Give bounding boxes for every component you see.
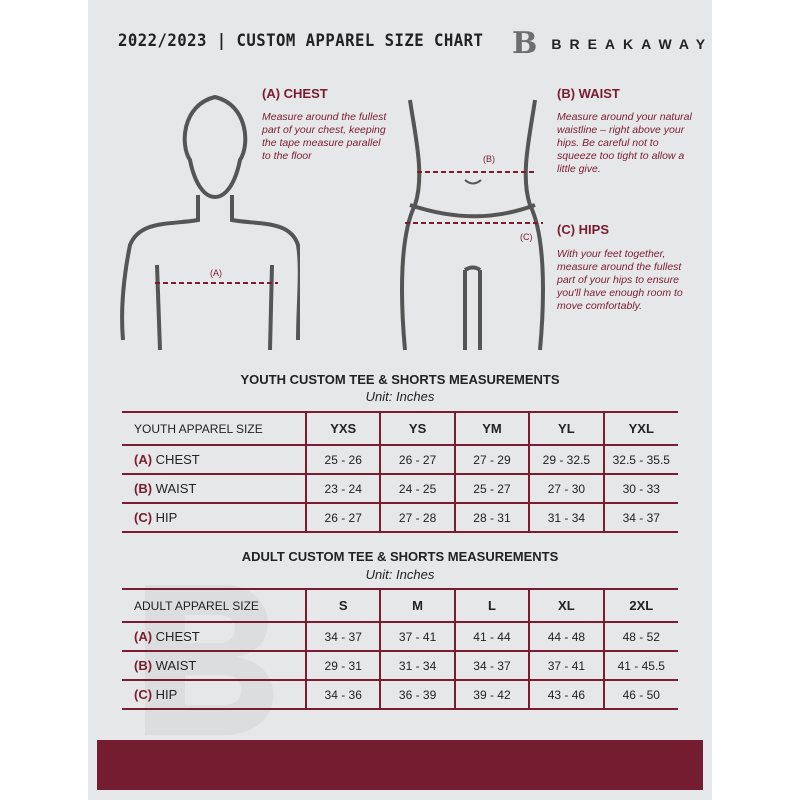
youth-size-table: YOUTH APPAREL SIZE YXS YS YM YL YXL (A) CHEST 2… bbox=[122, 411, 678, 533]
table-cell: 37 - 41 bbox=[528, 650, 604, 681]
measure-letter: (C) bbox=[134, 510, 153, 525]
table-cell: 31 - 34 bbox=[379, 650, 455, 681]
table-cell: 36 - 39 bbox=[379, 679, 455, 710]
table-cell: 43 - 46 bbox=[528, 679, 604, 710]
hips-heading: (C) HIPS bbox=[557, 222, 609, 237]
table-cell: 27 - 28 bbox=[379, 502, 455, 533]
table-cell: 48 - 52 bbox=[602, 621, 678, 652]
lower-body-illustration: (B) (C) bbox=[400, 99, 545, 351]
size-column-header: M bbox=[379, 588, 455, 623]
size-column-header: S bbox=[304, 588, 381, 623]
measure-letter: (B) bbox=[134, 658, 153, 673]
size-column-header: 2XL bbox=[602, 588, 678, 623]
adult-title: ADULT CUSTOM TEE & SHORTS MEASUREMENTS bbox=[241, 549, 559, 564]
upper-body-illustration: (A) bbox=[120, 94, 300, 351]
table-header-row: ADULT APPAREL SIZE S M L XL 2XL bbox=[122, 588, 678, 623]
brand-logo: B BREAKAWAY bbox=[512, 26, 713, 61]
measure-label: (B) WAIST bbox=[122, 473, 306, 504]
table-cell: 24 - 25 bbox=[379, 473, 455, 504]
measure-label: (C) HIP bbox=[122, 679, 306, 710]
table-cell: 34 - 36 bbox=[304, 679, 381, 710]
table-row: (B) WAIST 29 - 31 31 - 34 34 - 37 37 - 41 41 … bbox=[122, 650, 678, 681]
measure-name: HIP bbox=[155, 687, 178, 702]
table-cell: 34 - 37 bbox=[304, 621, 381, 652]
size-column-header: YM bbox=[453, 411, 530, 446]
table-header-row: YOUTH APPAREL SIZE YXS YS YM YL YXL bbox=[122, 411, 678, 446]
measure-name: WAIST bbox=[155, 658, 197, 673]
table-cell: 39 - 42 bbox=[453, 679, 530, 710]
table-cell: 28 - 31 bbox=[453, 502, 530, 533]
table-cell: 23 - 24 bbox=[304, 473, 381, 504]
table-cell: 26 - 27 bbox=[304, 502, 381, 533]
size-header: YOUTH APPAREL SIZE bbox=[122, 411, 306, 446]
table-cell: 31 - 34 bbox=[528, 502, 604, 533]
brand-name: BREAKAWAY bbox=[551, 35, 714, 52]
waist-marker: (B) bbox=[483, 154, 495, 164]
measure-label: (A) CHEST bbox=[122, 444, 306, 475]
size-column-header: YXL bbox=[602, 411, 678, 446]
table-cell: 37 - 41 bbox=[379, 621, 455, 652]
measure-letter: (B) bbox=[134, 481, 153, 496]
logo-mark: B bbox=[512, 26, 538, 61]
footer-bar bbox=[97, 740, 703, 790]
youth-title: YOUTH CUSTOM TEE & SHORTS MEASUREMENTS bbox=[240, 372, 560, 387]
waist-heading: (B) WAIST bbox=[557, 86, 620, 101]
table-row: (A) CHEST 34 - 37 37 - 41 41 - 44 44 - 48 48 … bbox=[122, 621, 678, 652]
table-row: (C) HIP 34 - 36 36 - 39 39 - 42 43 - 46 46 - … bbox=[122, 679, 678, 710]
measure-name: CHEST bbox=[155, 629, 200, 644]
chest-description: Measure around the fullest part of your … bbox=[262, 111, 387, 162]
measure-label: (C) HIP bbox=[122, 502, 306, 533]
table-cell: 34 - 37 bbox=[602, 502, 678, 533]
size-header: ADULT APPAREL SIZE bbox=[122, 588, 306, 623]
size-column-header: YS bbox=[379, 411, 455, 446]
table-cell: 44 - 48 bbox=[528, 621, 604, 652]
chest-marker: (A) bbox=[210, 268, 222, 278]
table-cell: 32.5 - 35.5 bbox=[602, 444, 678, 475]
measure-name: HIP bbox=[155, 510, 178, 525]
measure-name: CHEST bbox=[155, 452, 200, 467]
table-cell: 30 - 33 bbox=[602, 473, 678, 504]
table-cell: 27 - 30 bbox=[528, 473, 604, 504]
measure-letter: (C) bbox=[134, 687, 153, 702]
hips-marker: (C) bbox=[520, 232, 533, 242]
table-cell: 26 - 27 bbox=[379, 444, 455, 475]
table-cell: 25 - 26 bbox=[304, 444, 381, 475]
table-row: (A) CHEST 25 - 26 26 - 27 27 - 29 29 - 32.5 3… bbox=[122, 444, 678, 475]
table-cell: 41 - 45.5 bbox=[602, 650, 678, 681]
hips-description: With your feet together, measure around … bbox=[557, 248, 683, 312]
table-cell: 27 - 29 bbox=[453, 444, 530, 475]
chest-heading: (A) CHEST bbox=[262, 86, 328, 101]
table-row: (B) WAIST 23 - 24 24 - 25 25 - 27 27 - 30 30 … bbox=[122, 473, 678, 504]
measure-label: (A) CHEST bbox=[122, 621, 306, 652]
size-column-header: L bbox=[453, 588, 530, 623]
measure-letter: (A) bbox=[134, 629, 153, 644]
table-cell: 46 - 50 bbox=[602, 679, 678, 710]
table-cell: 25 - 27 bbox=[453, 473, 530, 504]
adult-size-table: ADULT APPAREL SIZE S M L XL 2XL (A) CHEST 34 - … bbox=[122, 588, 678, 710]
youth-unit: Unit: Inches bbox=[365, 389, 435, 404]
table-row: (C) HIP 26 - 27 27 - 28 28 - 31 31 - 34 34 - … bbox=[122, 502, 678, 533]
size-column-header: YXS bbox=[304, 411, 381, 446]
measure-letter: (A) bbox=[134, 452, 153, 467]
table-cell: 41 - 44 bbox=[453, 621, 530, 652]
page-title: 2022/2023 | CUSTOM APPAREL SIZE CHART bbox=[118, 31, 484, 51]
measure-label: (B) WAIST bbox=[122, 650, 306, 681]
size-column-header: XL bbox=[528, 588, 604, 623]
size-column-header: YL bbox=[528, 411, 604, 446]
table-cell: 34 - 37 bbox=[453, 650, 530, 681]
adult-unit: Unit: Inches bbox=[365, 567, 435, 582]
table-cell: 29 - 32.5 bbox=[528, 444, 604, 475]
table-cell: 29 - 31 bbox=[304, 650, 381, 681]
measure-name: WAIST bbox=[155, 481, 197, 496]
waist-description: Measure around your natural waistline – … bbox=[557, 111, 692, 175]
